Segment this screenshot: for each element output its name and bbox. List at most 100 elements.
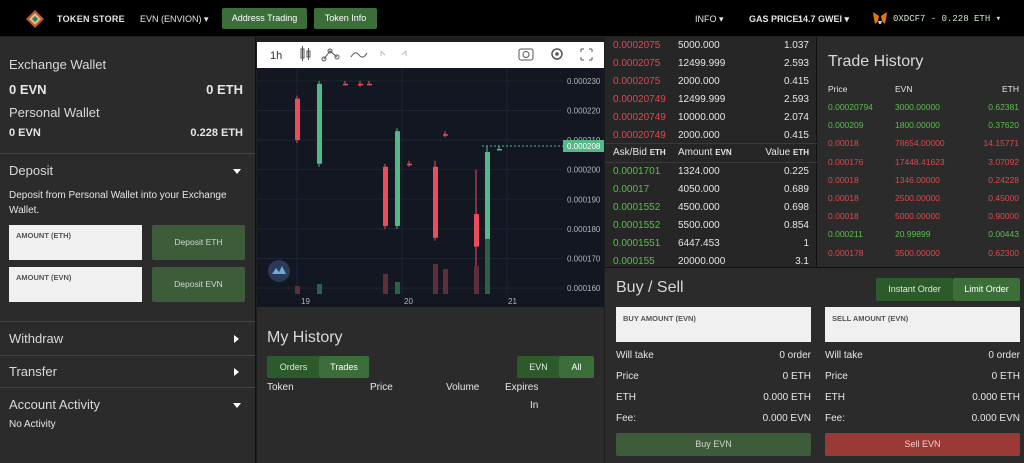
price-chart[interactable]: 1h 0.0002300.0002200.0002100.0002000.000… bbox=[257, 42, 604, 307]
trade-history-title: Trade History bbox=[828, 53, 924, 70]
trade-row[interactable]: 0.000176 17448.41623 3.07092 bbox=[817, 157, 1024, 171]
trade-row[interactable]: 0.000211 20.99899 0.00443 bbox=[817, 229, 1024, 243]
ask-amount: 12499.999 bbox=[678, 58, 726, 69]
account-activity-header[interactable]: Account Activity bbox=[9, 397, 101, 412]
amount-eth-input[interactable]: AMOUNT (ETH) bbox=[9, 225, 142, 260]
ask-row[interactable]: 0.0002075 5000.000 1.037 bbox=[605, 37, 817, 55]
trade-price: 0.00018 bbox=[828, 138, 859, 149]
x-tick-label: 21 bbox=[508, 297, 517, 306]
trade-row[interactable]: 0.000209 1800.00000 0.37620 bbox=[817, 120, 1024, 134]
undo-icon[interactable] bbox=[380, 50, 386, 56]
my-history-title: My History bbox=[267, 329, 343, 346]
buy-evn-button[interactable]: Buy EVN bbox=[616, 433, 811, 456]
chevron-down-icon[interactable] bbox=[233, 169, 241, 174]
tab-trades[interactable]: Trades bbox=[319, 356, 369, 378]
chevron-right-icon[interactable] bbox=[234, 368, 239, 376]
label: Will take bbox=[616, 350, 654, 361]
fullscreen-icon[interactable] bbox=[580, 48, 593, 61]
info-menu[interactable]: INFO ▾ bbox=[695, 14, 724, 24]
value: 0 order bbox=[988, 350, 1020, 361]
bid-row[interactable]: 0.000155 20000.000 3.1 bbox=[605, 253, 817, 271]
bid-amount: 20000.000 bbox=[678, 256, 726, 267]
brand-name[interactable]: TOKEN STORE bbox=[57, 14, 125, 24]
camera-icon[interactable] bbox=[518, 48, 534, 61]
tab-limit-order[interactable]: Limit Order bbox=[953, 278, 1020, 301]
settings-gear-icon[interactable] bbox=[551, 48, 563, 60]
trade-row[interactable]: 0.00018 2500.00000 0.45000 bbox=[817, 193, 1024, 207]
redo-icon[interactable] bbox=[401, 50, 407, 56]
ask-amount: 10000.000 bbox=[678, 112, 726, 123]
address-trading-button[interactable]: Address Trading bbox=[222, 8, 307, 29]
ask-row[interactable]: 0.0002075 12499.999 2.593 bbox=[605, 55, 817, 73]
ask-row[interactable]: 0.00020749 2000.000 0.415 bbox=[605, 127, 817, 145]
ask-amount: 5000.000 bbox=[678, 40, 720, 51]
x-axis-bg bbox=[257, 294, 604, 307]
trade-row[interactable]: 0.000178 3500.00000 0.62300 bbox=[817, 248, 1024, 262]
chevron-down-icon[interactable] bbox=[233, 403, 241, 408]
trade-eth: 0.00443 bbox=[988, 229, 1019, 240]
bid-row[interactable]: 0.0001552 4500.000 0.698 bbox=[605, 199, 817, 217]
bid-amount: 5500.000 bbox=[678, 220, 720, 231]
bid-row[interactable]: 0.0001552 5500.000 0.854 bbox=[605, 217, 817, 235]
token-info-button[interactable]: Token Info bbox=[314, 8, 377, 29]
bid-value: 0.689 bbox=[783, 184, 809, 195]
compare-icon[interactable] bbox=[350, 52, 368, 58]
token-store-logo-icon[interactable] bbox=[25, 9, 45, 29]
sell-amount-input[interactable]: SELL AMOUNT (EVN) bbox=[825, 307, 1020, 342]
ask-row[interactable]: 0.0002075 2000.000 0.415 bbox=[605, 73, 817, 91]
ask-price: 0.0002075 bbox=[613, 76, 661, 87]
deposit-eth-button[interactable]: Deposit ETH bbox=[152, 225, 245, 260]
chart-plot-area[interactable] bbox=[257, 68, 604, 307]
account-address[interactable]: 0XDCF7 - 0.228 ETH ▾ bbox=[893, 14, 1002, 24]
bid-row[interactable]: 0.0001551 6447.453 1 bbox=[605, 235, 817, 253]
buy-amount-input[interactable]: BUY AMOUNT (EVN) bbox=[616, 307, 811, 342]
amount-evn-input[interactable]: AMOUNT (EVN) bbox=[9, 267, 142, 302]
trade-eth: 0.45000 bbox=[988, 193, 1019, 203]
sell-eth: ETH 0.000 ETH bbox=[825, 392, 1020, 403]
bid-price: 0.000155 bbox=[613, 256, 655, 267]
candles-icon[interactable] bbox=[300, 46, 311, 61]
chevron-right-icon[interactable] bbox=[234, 335, 239, 343]
bid-price: 0.0001552 bbox=[613, 220, 661, 231]
trade-row[interactable]: 0.00018 78654.00000 14.15771 bbox=[817, 138, 1024, 152]
gas-price-value[interactable]: 14.7 GWEI ▾ bbox=[798, 14, 850, 24]
value: 0.000 EVN bbox=[762, 413, 811, 424]
transfer-header[interactable]: Transfer bbox=[9, 364, 57, 379]
ask-row[interactable]: 0.00020749 10000.000 2.074 bbox=[605, 109, 817, 127]
volume-bar bbox=[317, 284, 322, 294]
bid-row[interactable]: 0.0001701 1324.000 0.225 bbox=[605, 163, 817, 181]
trade-row[interactable]: 0.00020794 3000.00000 0.62381 bbox=[817, 102, 1024, 116]
header-evn: EVN bbox=[715, 148, 732, 157]
trade-row[interactable]: 0.00018 1346.00000 0.24228 bbox=[817, 175, 1024, 189]
ask-price: 0.00020749 bbox=[613, 130, 666, 141]
bid-row[interactable]: 0.00017 4050.000 0.689 bbox=[605, 181, 817, 199]
sell-evn-button[interactable]: Sell EVN bbox=[825, 433, 1020, 456]
filter-all[interactable]: All bbox=[559, 356, 594, 378]
trade-eth: 0.90000 bbox=[988, 211, 1019, 222]
exchange-eth-balance: 0 ETH bbox=[206, 82, 243, 97]
token-selector[interactable]: EVN (ENVION) ▾ bbox=[140, 14, 209, 24]
candle-body bbox=[317, 83, 322, 164]
tab-instant-order[interactable]: Instant Order bbox=[876, 278, 953, 301]
ask-row[interactable]: 0.00020749 12499.999 2.593 bbox=[605, 91, 817, 109]
trade-evn: 2500.00000 bbox=[895, 193, 940, 203]
volume-bar bbox=[295, 286, 300, 294]
top-bar: TOKEN STORE EVN (ENVION) ▾ Address Tradi… bbox=[0, 0, 1024, 37]
ask-amount: 2000.000 bbox=[678, 76, 720, 87]
tab-orders[interactable]: Orders bbox=[267, 356, 320, 378]
deposit-header[interactable]: Deposit bbox=[9, 163, 54, 178]
current-price-label: 0.000208 bbox=[567, 142, 601, 151]
ask-price: 0.00020749 bbox=[613, 94, 666, 105]
filter-evn[interactable]: EVN bbox=[517, 356, 560, 378]
trade-eth: 14.15771 bbox=[983, 138, 1019, 149]
interval-selector[interactable]: 1h bbox=[270, 50, 282, 62]
chart-canvas[interactable]: 1h 0.0002300.0002200.0002100.0002000.000… bbox=[257, 42, 604, 307]
indicators-icon[interactable] bbox=[321, 48, 340, 62]
candle-body bbox=[395, 131, 400, 226]
sell-price: Price 0 ETH bbox=[825, 371, 1020, 382]
gas-price-label: GAS PRICE: bbox=[749, 14, 802, 24]
deposit-evn-button[interactable]: Deposit EVN bbox=[152, 267, 245, 302]
withdraw-header[interactable]: Withdraw bbox=[9, 331, 64, 346]
bid-value: 0.225 bbox=[783, 166, 809, 177]
trade-row[interactable]: 0.00018 5000.00000 0.90000 bbox=[817, 211, 1024, 225]
